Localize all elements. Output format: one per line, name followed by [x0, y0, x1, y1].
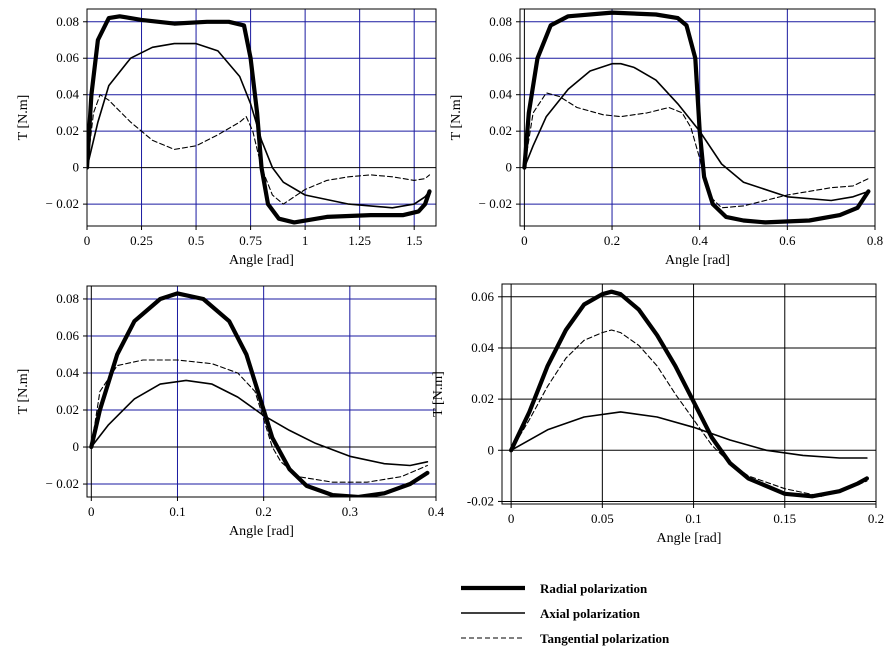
- x-tick-label: 0.2: [868, 511, 884, 526]
- series-line-thick: [522, 10, 871, 225]
- x-tick-label: 0.5: [188, 233, 204, 248]
- series-line-dashed: [87, 94, 431, 205]
- y-axis-label: T [N.m]: [431, 371, 446, 417]
- x-tick-label: 0.1: [169, 504, 185, 519]
- y-tick-label: 0.02: [56, 402, 79, 417]
- series-line-dashed: [510, 329, 868, 497]
- series-line-thin: [90, 379, 429, 467]
- x-axis-label: Angle [rad]: [665, 253, 730, 268]
- series-line-thick: [509, 289, 870, 499]
- y-tick-label: 0.02: [489, 123, 512, 138]
- x-tick-label: 0: [88, 504, 95, 519]
- plot-frame: [501, 283, 877, 505]
- x-tick-label: 0.2: [256, 504, 272, 519]
- x-tick-label: 0.8: [867, 233, 883, 248]
- y-tick-label: 0.02: [56, 123, 79, 138]
- y-tick-label: 0: [73, 160, 80, 175]
- series-line-dashed: [523, 92, 869, 209]
- chart-panel-1: 0 0.25 0.5 0.75 1 1.25 1.5 − 0.02 0 0.02 0.04 0.06 0…: [16, 8, 437, 268]
- x-tick-label: 0.15: [773, 511, 796, 526]
- series-line-thin: [510, 411, 868, 459]
- x-tick-label: 0.05: [591, 511, 614, 526]
- x-tick-label: 0.4: [428, 504, 445, 519]
- x-axis-label: Angle [rad]: [229, 524, 294, 539]
- x-tick-label: 0: [84, 233, 91, 248]
- y-tick-label: 0.02: [471, 391, 494, 406]
- series-line-thick: [87, 14, 432, 225]
- y-tick-label: 0.04: [56, 365, 79, 380]
- y-axis-label: T [N.m]: [449, 95, 464, 141]
- plot-frame: [86, 285, 437, 498]
- x-tick-label: 0: [521, 233, 528, 248]
- y-tick-label: 0.06: [56, 50, 79, 65]
- x-tick-label: 0.25: [130, 233, 153, 248]
- y-tick-label: 0.04: [56, 87, 79, 102]
- y-axis-label: T [N.m]: [16, 95, 31, 141]
- x-tick-label: 0.3: [342, 504, 358, 519]
- y-axis-label: T [N.m]: [16, 369, 31, 415]
- chart-panel-2: 0 0.2 0.4 0.6 0.8 − 0.02 0 0.02 0.04 0.06 0.08 Angl…: [449, 8, 883, 268]
- y-tick-label: 0.04: [471, 340, 494, 355]
- y-tick-label: 0.06: [489, 50, 512, 65]
- x-tick-label: 0.1: [685, 511, 701, 526]
- legend-label: Radial polarization: [540, 581, 648, 596]
- y-tick-label: 0.08: [56, 291, 79, 306]
- y-tick-label: -0.02: [467, 493, 494, 508]
- x-tick-label: 0.2: [604, 233, 620, 248]
- y-tick-label: − 0.02: [46, 476, 79, 491]
- x-tick-label: 0: [508, 511, 515, 526]
- x-tick-label: 1.25: [348, 233, 371, 248]
- plot-frame: [519, 8, 876, 227]
- y-tick-label: − 0.02: [46, 196, 79, 211]
- series-line-thin: [523, 62, 870, 202]
- x-tick-label: 0.4: [692, 233, 709, 248]
- y-tick-label: 0.06: [56, 328, 79, 343]
- legend-label: Tangential polarization: [540, 631, 670, 646]
- y-tick-label: − 0.02: [479, 196, 512, 211]
- x-axis-label: Angle [rad]: [657, 531, 722, 546]
- x-tick-label: 1.5: [406, 233, 422, 248]
- y-tick-label: 0.06: [471, 289, 494, 304]
- y-tick-label: 0: [488, 442, 495, 457]
- y-tick-label: 0.04: [489, 87, 512, 102]
- legend-label: Axial polarization: [540, 606, 641, 621]
- series-line-thin: [87, 42, 431, 209]
- chart-panel-4: 0 0.05 0.1 0.15 0.2 -0.02 0 0.02 0.04 0.06 Angle […: [431, 283, 884, 546]
- plot-frame: [86, 8, 437, 227]
- series-line-dashed: [90, 359, 428, 483]
- x-tick-label: 0.6: [779, 233, 796, 248]
- x-tick-label: 0.75: [239, 233, 262, 248]
- chart-panel-3: 0 0.1 0.2 0.3 0.4 − 0.02 0 0.02 0.04 0.06 0.08 Angl…: [16, 285, 445, 539]
- y-tick-label: 0.08: [489, 14, 512, 29]
- y-tick-label: 0: [506, 160, 513, 175]
- x-tick-label: 1: [302, 233, 309, 248]
- x-axis-label: Angle [rad]: [229, 253, 294, 268]
- legend: Radial polarization Axial polarization Tan…: [461, 581, 670, 646]
- series-line-thick: [89, 291, 430, 497]
- y-tick-label: 0.08: [56, 14, 79, 29]
- y-tick-label: 0: [73, 439, 80, 454]
